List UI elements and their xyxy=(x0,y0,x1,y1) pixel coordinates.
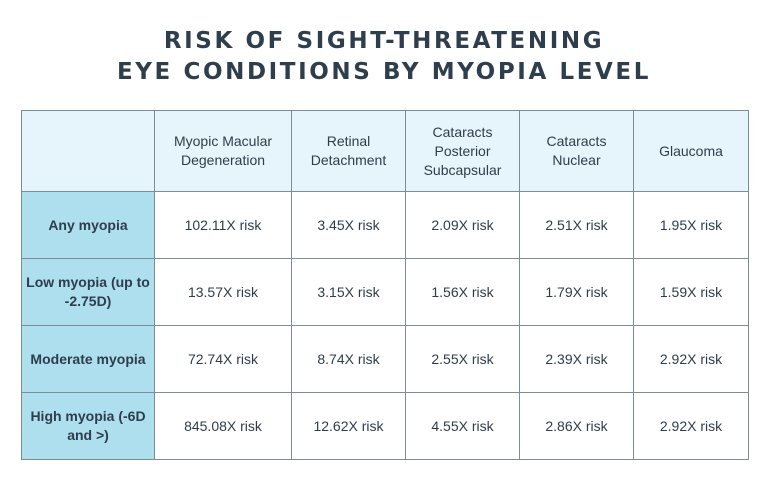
table-cell: 8.74X risk xyxy=(291,325,406,393)
table-cell: 12.62X risk xyxy=(291,392,406,460)
chart-title: RISK OF SIGHT-THREATENING EYE CONDITIONS… xyxy=(0,26,768,88)
table-cell: 2.09X risk xyxy=(405,191,520,259)
table-cell: 2.92X risk xyxy=(633,392,749,460)
table-cell: 2.51X risk xyxy=(519,191,634,259)
column-header-macular-degeneration: Myopic Macular Degeneration xyxy=(154,110,292,192)
table-cell: 1.56X risk xyxy=(405,258,520,326)
column-header-glaucoma: Glaucoma xyxy=(633,110,749,192)
table-cell: 845.08X risk xyxy=(154,392,292,460)
column-header-label: Glaucoma xyxy=(659,142,723,159)
table-cell: 72.74X risk xyxy=(154,325,292,393)
column-header-label: Retinal Detachment xyxy=(310,133,387,168)
column-header-retinal-detachment: Retinal Detachment xyxy=(291,110,406,192)
table-cell: 1.95X risk xyxy=(633,191,749,259)
column-header-label: Cataracts Nuclear xyxy=(546,133,607,168)
column-header-cataracts-posterior: Cataracts Posterior Subcapsular xyxy=(405,110,520,192)
column-header-cataracts-nuclear: Cataracts Nuclear xyxy=(519,110,634,192)
row-header: High myopia (-6D and >) xyxy=(21,392,155,460)
corner-cell xyxy=(21,110,155,192)
table-cell: 1.59X risk xyxy=(633,258,749,326)
table-row-low-myopia: Low myopia (up to -2.75D) 13.57X risk 3.… xyxy=(21,258,749,326)
table-cell: 3.45X risk xyxy=(291,191,406,259)
table-cell: 2.39X risk xyxy=(519,325,634,393)
table-cell: 4.55X risk xyxy=(405,392,520,460)
row-header: Moderate myopia xyxy=(21,325,155,393)
table-cell: 13.57X risk xyxy=(154,258,292,326)
table-cell: 2.86X risk xyxy=(519,392,634,460)
chart-title-line-2: EYE CONDITIONS BY MYOPIA LEVEL xyxy=(116,59,651,85)
table-row-high-myopia: High myopia (-6D and >) 845.08X risk 12.… xyxy=(21,392,749,460)
table-cell: 102.11X risk xyxy=(154,191,292,259)
column-header-label: Myopic Macular Degeneration xyxy=(173,133,273,168)
table-cell: 2.55X risk xyxy=(405,325,520,393)
table-row-moderate-myopia: Moderate myopia 72.74X risk 8.74X risk 2… xyxy=(21,325,749,393)
header-row: Myopic Macular Degeneration Retinal Deta… xyxy=(21,110,749,192)
chart-title-line-1: RISK OF SIGHT-THREATENING xyxy=(163,28,605,54)
table-row-any-myopia: Any myopia 102.11X risk 3.45X risk 2.09X… xyxy=(21,191,749,259)
row-header: Any myopia xyxy=(21,191,155,259)
table-cell: 2.92X risk xyxy=(633,325,749,393)
risk-table: Myopic Macular Degeneration Retinal Deta… xyxy=(21,110,749,460)
table-cell: 3.15X risk xyxy=(291,258,406,326)
row-header: Low myopia (up to -2.75D) xyxy=(21,258,155,326)
table-cell: 1.79X risk xyxy=(519,258,634,326)
column-header-label: Cataracts Posterior Subcapsular xyxy=(423,123,502,178)
